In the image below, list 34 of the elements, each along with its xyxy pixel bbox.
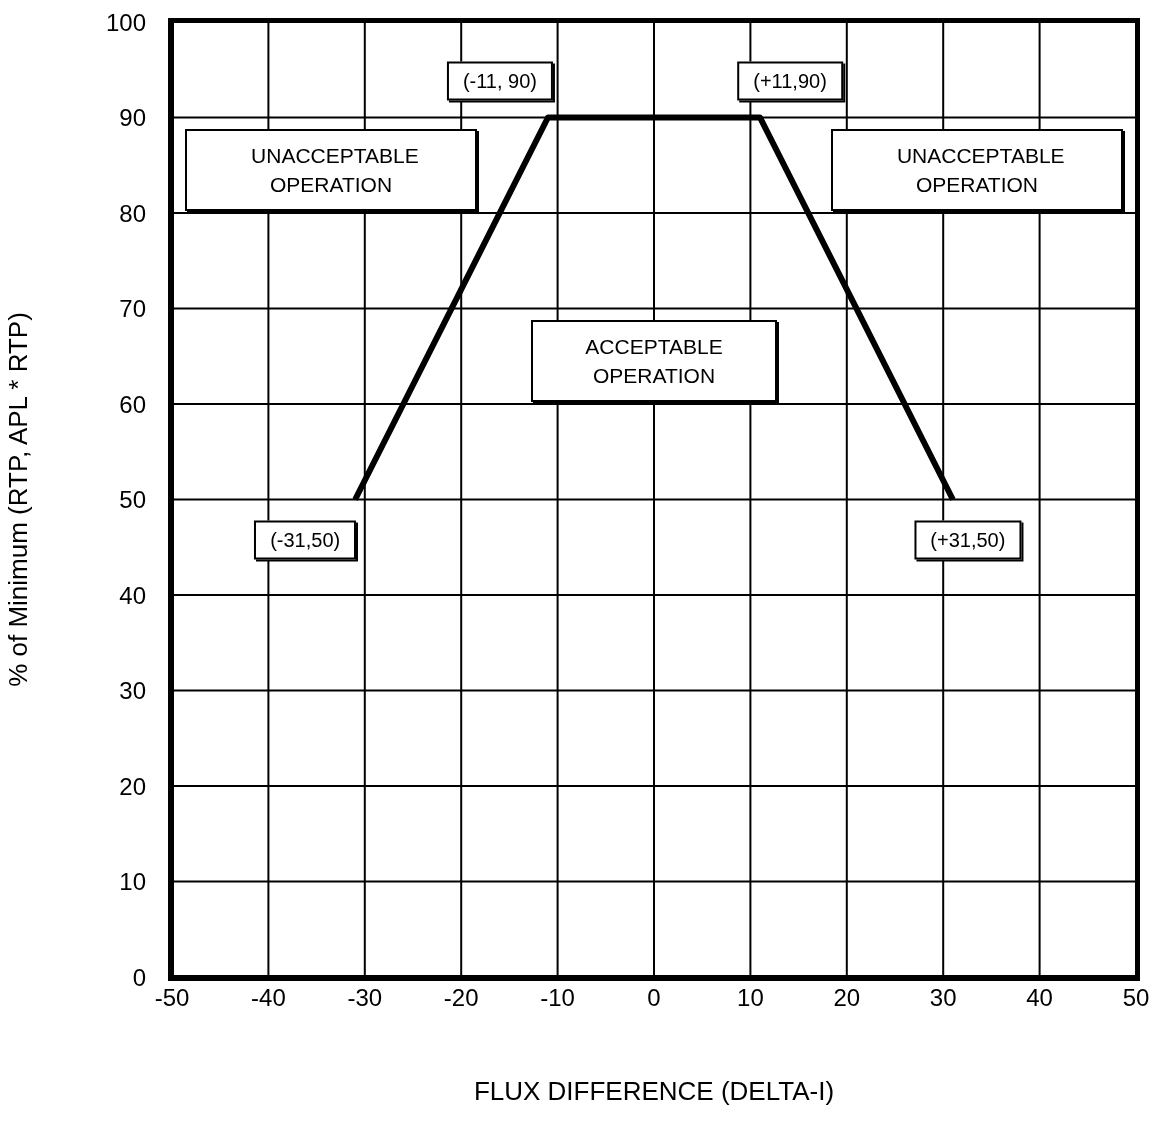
x-tick-label: -50: [154, 984, 190, 1012]
y-tick-label: 60: [119, 390, 146, 418]
text-box: (+11,90): [737, 61, 843, 100]
x-tick-label: 0: [647, 984, 661, 1012]
annotation: ACCEPTABLE OPERATION: [584, 334, 724, 389]
y-tick-label: 20: [119, 772, 146, 800]
x-axis-title: FLUX DIFFERENCE (DELTA-I): [473, 1076, 835, 1106]
x-tick-label: -10: [540, 984, 575, 1012]
y-tick-label: 80: [119, 199, 146, 227]
text-box: UNACCEPTABLE OPERATION: [185, 129, 478, 211]
text-box: (-31,50): [254, 520, 357, 559]
annotation: UNACCEPTABLE OPERATION: [896, 143, 1065, 198]
annotation: UNACCEPTABLE OPERATION: [251, 143, 419, 198]
y-tick-label: 100: [105, 8, 146, 36]
y-tick-label: 10: [119, 868, 146, 896]
y-tick-label: 50: [119, 486, 146, 514]
text-box: UNACCEPTABLE OPERATION: [830, 129, 1123, 211]
y-tick-label: 0: [132, 963, 146, 991]
y-tick-label: 30: [119, 677, 146, 705]
x-tick-label: 30: [929, 984, 957, 1012]
x-tick-label: -30: [347, 984, 383, 1012]
text-box: ACCEPTABLE OPERATION: [531, 320, 777, 402]
x-tick-label: 10: [737, 984, 764, 1012]
y-tick-label: 70: [119, 295, 146, 323]
x-tick-label: -40: [251, 984, 286, 1012]
y-tick-label: 90: [119, 104, 146, 132]
x-tick-label: 20: [833, 984, 861, 1012]
y-tick-label: 40: [119, 581, 146, 609]
y-axis-title: % of Minimum (RTP, APL * RTP): [3, 312, 34, 687]
text-box: (+31,50): [914, 520, 1022, 559]
x-tick-label: -20: [443, 984, 479, 1012]
text-box: (-11, 90): [446, 61, 553, 100]
x-tick-label: 40: [1026, 984, 1053, 1012]
x-tick-label: 50: [1122, 984, 1150, 1012]
